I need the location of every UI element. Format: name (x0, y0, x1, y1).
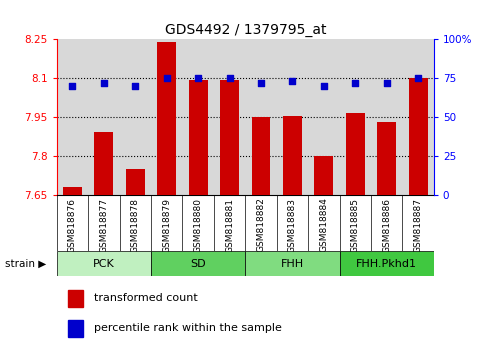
Bar (409, 78, 427, 195)
Text: GSM818883: GSM818883 (288, 198, 297, 252)
Text: FHH: FHH (281, 259, 304, 269)
Bar (68, 320, 83, 337)
Title: GDS4492 / 1379795_at: GDS4492 / 1379795_at (165, 23, 326, 36)
Bar (157, 41, 176, 195)
Text: PCK: PCK (93, 259, 115, 269)
Text: GSM818884: GSM818884 (319, 198, 328, 252)
Text: strain ▶: strain ▶ (5, 259, 46, 269)
Text: GSM818877: GSM818877 (99, 198, 108, 252)
Bar (283, 115, 302, 195)
Bar (126, 169, 145, 195)
Text: GSM818887: GSM818887 (414, 198, 423, 252)
Text: GSM818879: GSM818879 (162, 198, 171, 252)
Text: percentile rank within the sample: percentile rank within the sample (95, 324, 282, 333)
Bar (63, 187, 82, 195)
Point (194, 75, 202, 81)
Point (163, 75, 171, 81)
Text: GSM818882: GSM818882 (256, 198, 266, 252)
Bar (245, 251, 340, 276)
Point (257, 80, 265, 85)
Point (383, 80, 390, 85)
Bar (315, 156, 333, 195)
Text: FHH.Pkhd1: FHH.Pkhd1 (356, 259, 417, 269)
Bar (346, 113, 365, 195)
Bar (57, 251, 151, 276)
Bar (68, 290, 83, 307)
Point (131, 83, 139, 88)
Text: SD: SD (190, 259, 206, 269)
Text: GSM818886: GSM818886 (382, 198, 391, 252)
Bar (220, 80, 239, 195)
Bar (377, 122, 396, 195)
Text: GSM818880: GSM818880 (194, 198, 203, 252)
Point (414, 75, 422, 81)
Point (288, 78, 296, 84)
Bar (340, 251, 434, 276)
Point (69, 83, 76, 88)
Text: GSM818876: GSM818876 (68, 198, 77, 252)
Bar (151, 251, 245, 276)
Text: GSM818881: GSM818881 (225, 198, 234, 252)
Text: transformed count: transformed count (95, 293, 198, 303)
Point (100, 80, 108, 85)
Bar (189, 80, 208, 195)
Bar (94, 132, 113, 195)
Point (226, 75, 234, 81)
Text: GSM818878: GSM818878 (131, 198, 140, 252)
Point (352, 80, 359, 85)
Bar (251, 117, 270, 195)
Point (320, 83, 328, 88)
Text: GSM818885: GSM818885 (351, 198, 360, 252)
